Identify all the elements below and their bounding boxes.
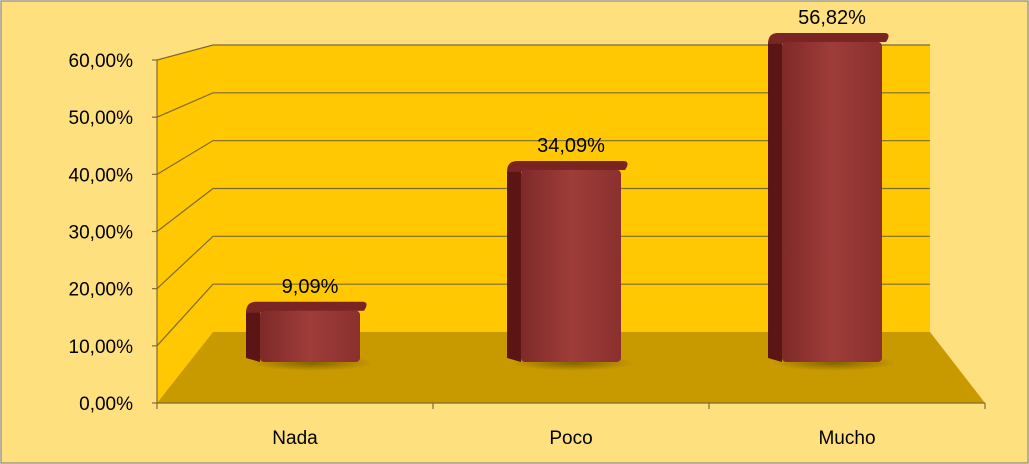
x-tick-label-2: Mucho [818,428,875,449]
bar-side-1 [507,170,521,362]
bars [246,33,896,371]
data-label-0: 9,09% [282,276,339,298]
data-label-2: 56,82% [798,7,866,29]
x-tick-label-0: Nada [272,428,318,449]
bar-side-2 [768,42,782,362]
bar-top-0 [246,301,367,313]
gridline-1 [156,283,930,347]
chart-side-wall [157,45,213,403]
axes [152,59,986,409]
y-tick-label-2: 20,00% [69,280,134,301]
bar-top-2 [768,33,889,45]
y-tick-label-4: 40,00% [69,165,134,186]
y-tick-label-3: 30,00% [69,223,134,244]
bar-1 [521,170,621,362]
gridline-2 [156,235,930,290]
gridlines [156,44,930,347]
data-label-1: 34,09% [537,135,605,157]
x-tick-label-1: Poco [549,428,592,449]
labels: 0,00% 10,00% 20,00% 30,00% 40,00% 50,00% 60,00… [69,7,876,449]
gridline-3 [156,187,930,232]
bar-top-1 [507,161,628,173]
y-tick-label-1: 10,00% [69,337,134,358]
gridline-5 [156,92,930,118]
y-tick-label-0: 0,00% [79,394,133,415]
bar-2 [782,42,882,362]
gridline-6 [156,44,930,61]
y-tick-label-5: 50,00% [69,108,134,129]
gridline-4 [156,140,930,175]
bar-side-0 [246,310,260,362]
y-tick-label-6: 60,00% [69,51,134,72]
bar-0 [260,310,360,362]
